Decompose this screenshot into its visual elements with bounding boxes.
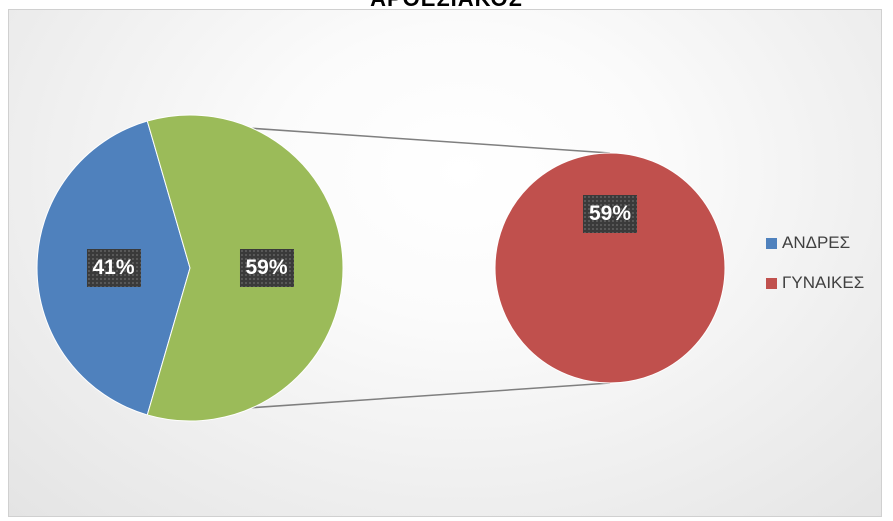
data-label-primary-0: 41% [86, 249, 141, 287]
legend-swatch [766, 237, 777, 249]
data-label-primary-1: 59% [239, 249, 294, 287]
legend-label: ΑΝΔΡΕΣ [782, 233, 851, 252]
legend: ΑΝΔΡΕΣ ΓΥΝΑΙΚΕΣ [766, 232, 864, 312]
data-label-secondary-0: 59% [582, 194, 638, 233]
legend-swatch [766, 277, 777, 289]
legend-item: ΑΝΔΡΕΣ [766, 232, 864, 254]
legend-label: ΓΥΝΑΙΚΕΣ [782, 273, 865, 292]
legend-item: ΓΥΝΑΙΚΕΣ [766, 272, 864, 294]
chart-title: ΑΡΘΕΣΙΑΚΟΣ [0, 0, 893, 12]
pie-slice-gynaikes [494, 152, 726, 384]
